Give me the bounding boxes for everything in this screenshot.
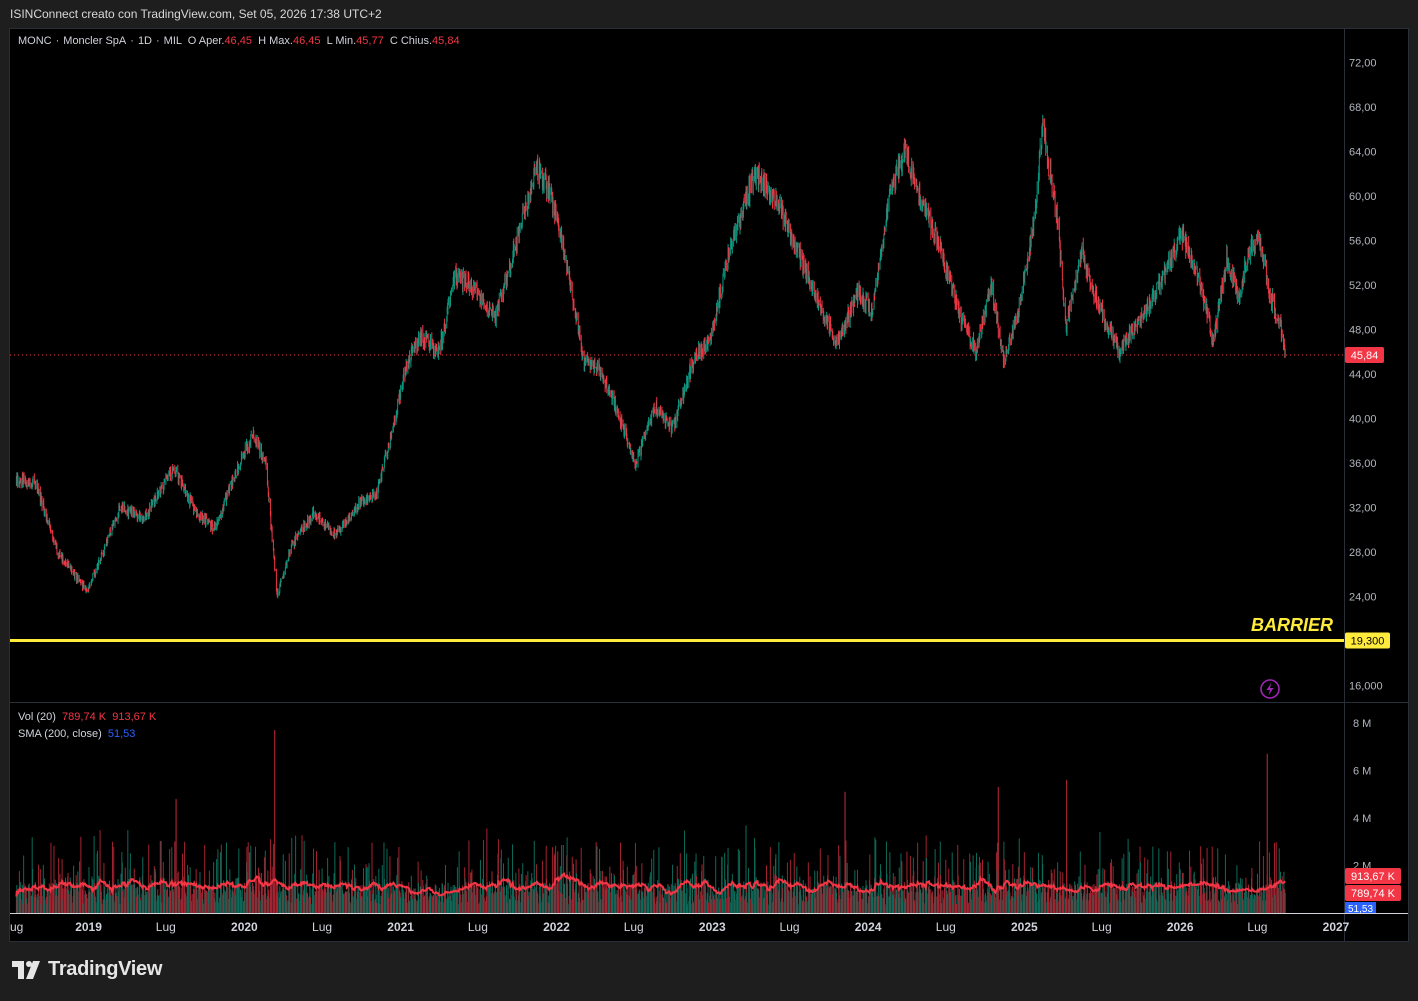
volume-badge: 913,67 K bbox=[1345, 868, 1401, 884]
legend-exchange: MIL bbox=[163, 35, 182, 47]
price-tick-label: 36,00 bbox=[1349, 458, 1377, 470]
legend-interval: 1D bbox=[137, 35, 152, 47]
time-tick-label: 2023 bbox=[699, 920, 726, 934]
time-tick-label: Lug bbox=[468, 920, 488, 934]
chart-frame[interactable]: BARRIER 72,00 68,00 64,00 60,00 56,00 52,00 48… bbox=[9, 28, 1409, 942]
svg-text:19,300: 19,300 bbox=[1351, 636, 1385, 648]
symbol-legend[interactable]: MONC · Moncler SpA · 1D · MIL O Aper.46,45 H M… bbox=[18, 35, 460, 47]
svg-text:789,74 K: 789,74 K bbox=[1351, 888, 1396, 900]
legend-name: Moncler SpA bbox=[63, 35, 127, 47]
time-tick-label: 2025 bbox=[1011, 920, 1038, 934]
time-tick-label: Lug bbox=[624, 920, 644, 934]
sma-value: 51,53 bbox=[107, 728, 136, 740]
time-tick-label: 2022 bbox=[543, 920, 570, 934]
price-tick-label: 60,00 bbox=[1349, 191, 1377, 203]
volume-ma-value: 789,74 K bbox=[62, 711, 107, 723]
time-tick-label: ug bbox=[10, 920, 23, 934]
price-tick-label: 52,00 bbox=[1349, 280, 1377, 292]
time-tick-label: Lug bbox=[312, 920, 332, 934]
tradingview-logo-icon bbox=[12, 960, 40, 979]
price-tick-label: 40,00 bbox=[1349, 413, 1377, 425]
tradingview-logo[interactable]: TradingView bbox=[10, 958, 162, 981]
svg-text:45,84: 45,84 bbox=[1351, 350, 1379, 362]
legend-symbol: MONC bbox=[18, 35, 52, 47]
time-tick-label: Lug bbox=[1247, 920, 1267, 934]
volume-value: 913,67 K bbox=[112, 711, 157, 723]
time-tick-label: 2026 bbox=[1167, 920, 1194, 934]
barrier-price-badge: 19,300 bbox=[1345, 632, 1390, 649]
time-tick-label: Lug bbox=[156, 920, 176, 934]
time-tick-label: Lug bbox=[936, 920, 956, 934]
lightning-icon[interactable] bbox=[1260, 679, 1280, 699]
price-tick-label: 16,000 bbox=[1349, 680, 1383, 692]
low-value: 45,77 bbox=[356, 35, 384, 47]
sma-legend[interactable]: SMA (200, close) 51,53 bbox=[18, 728, 135, 740]
sma-label: SMA (200, close) bbox=[18, 728, 102, 740]
price-tick-label: 72,00 bbox=[1349, 57, 1377, 69]
time-tick-label: 2021 bbox=[387, 920, 414, 934]
price-tick-label: 68,00 bbox=[1349, 102, 1377, 114]
time-tick-label: 2024 bbox=[855, 920, 882, 934]
time-tick-label: 2027 bbox=[1323, 920, 1350, 934]
volume-ma-badge: 789,74 K bbox=[1345, 885, 1401, 901]
time-tick-label: Lug bbox=[1092, 920, 1112, 934]
volume-tick-label: 8 M bbox=[1353, 718, 1371, 730]
volume-ma-line bbox=[15, 872, 1286, 897]
price-tick-label: 56,00 bbox=[1349, 235, 1377, 247]
price-tick-label: 64,00 bbox=[1349, 146, 1377, 158]
volume-label: Vol (20) bbox=[18, 711, 56, 723]
time-tick-label: Lug bbox=[780, 920, 800, 934]
volume-tick-label: 4 M bbox=[1353, 813, 1371, 825]
svg-text:913,67 K: 913,67 K bbox=[1351, 871, 1396, 883]
brand-name: TradingView bbox=[48, 958, 163, 980]
price-tick-label: 48,00 bbox=[1349, 324, 1377, 336]
price-tick-label: 24,00 bbox=[1349, 591, 1377, 603]
open-value: 46,45 bbox=[224, 35, 252, 47]
chart-svg[interactable]: BARRIER 72,00 68,00 64,00 60,00 56,00 52,00 48… bbox=[10, 29, 1408, 941]
price-tick-label: 44,00 bbox=[1349, 369, 1377, 381]
price-tick-label: 28,00 bbox=[1349, 547, 1377, 559]
high-value: 46,45 bbox=[292, 35, 321, 47]
last-price-badge: 45,84 bbox=[1345, 347, 1384, 363]
time-tick-label: 2020 bbox=[231, 920, 258, 934]
chart-title: ISINConnect creato con TradingView.com, … bbox=[10, 7, 382, 21]
volume-legend[interactable]: Vol (20) 789,74 K 913,67 K bbox=[18, 711, 156, 723]
svg-text:51,53: 51,53 bbox=[1348, 904, 1373, 915]
sma-badge: 51,53 bbox=[1345, 902, 1376, 915]
close-value: 45,84 bbox=[432, 35, 460, 47]
price-tick-label: 32,00 bbox=[1349, 502, 1377, 514]
barrier-label: BARRIER bbox=[1251, 615, 1333, 635]
time-tick-label: 2019 bbox=[75, 920, 102, 934]
volume-tick-label: 6 M bbox=[1353, 765, 1371, 777]
